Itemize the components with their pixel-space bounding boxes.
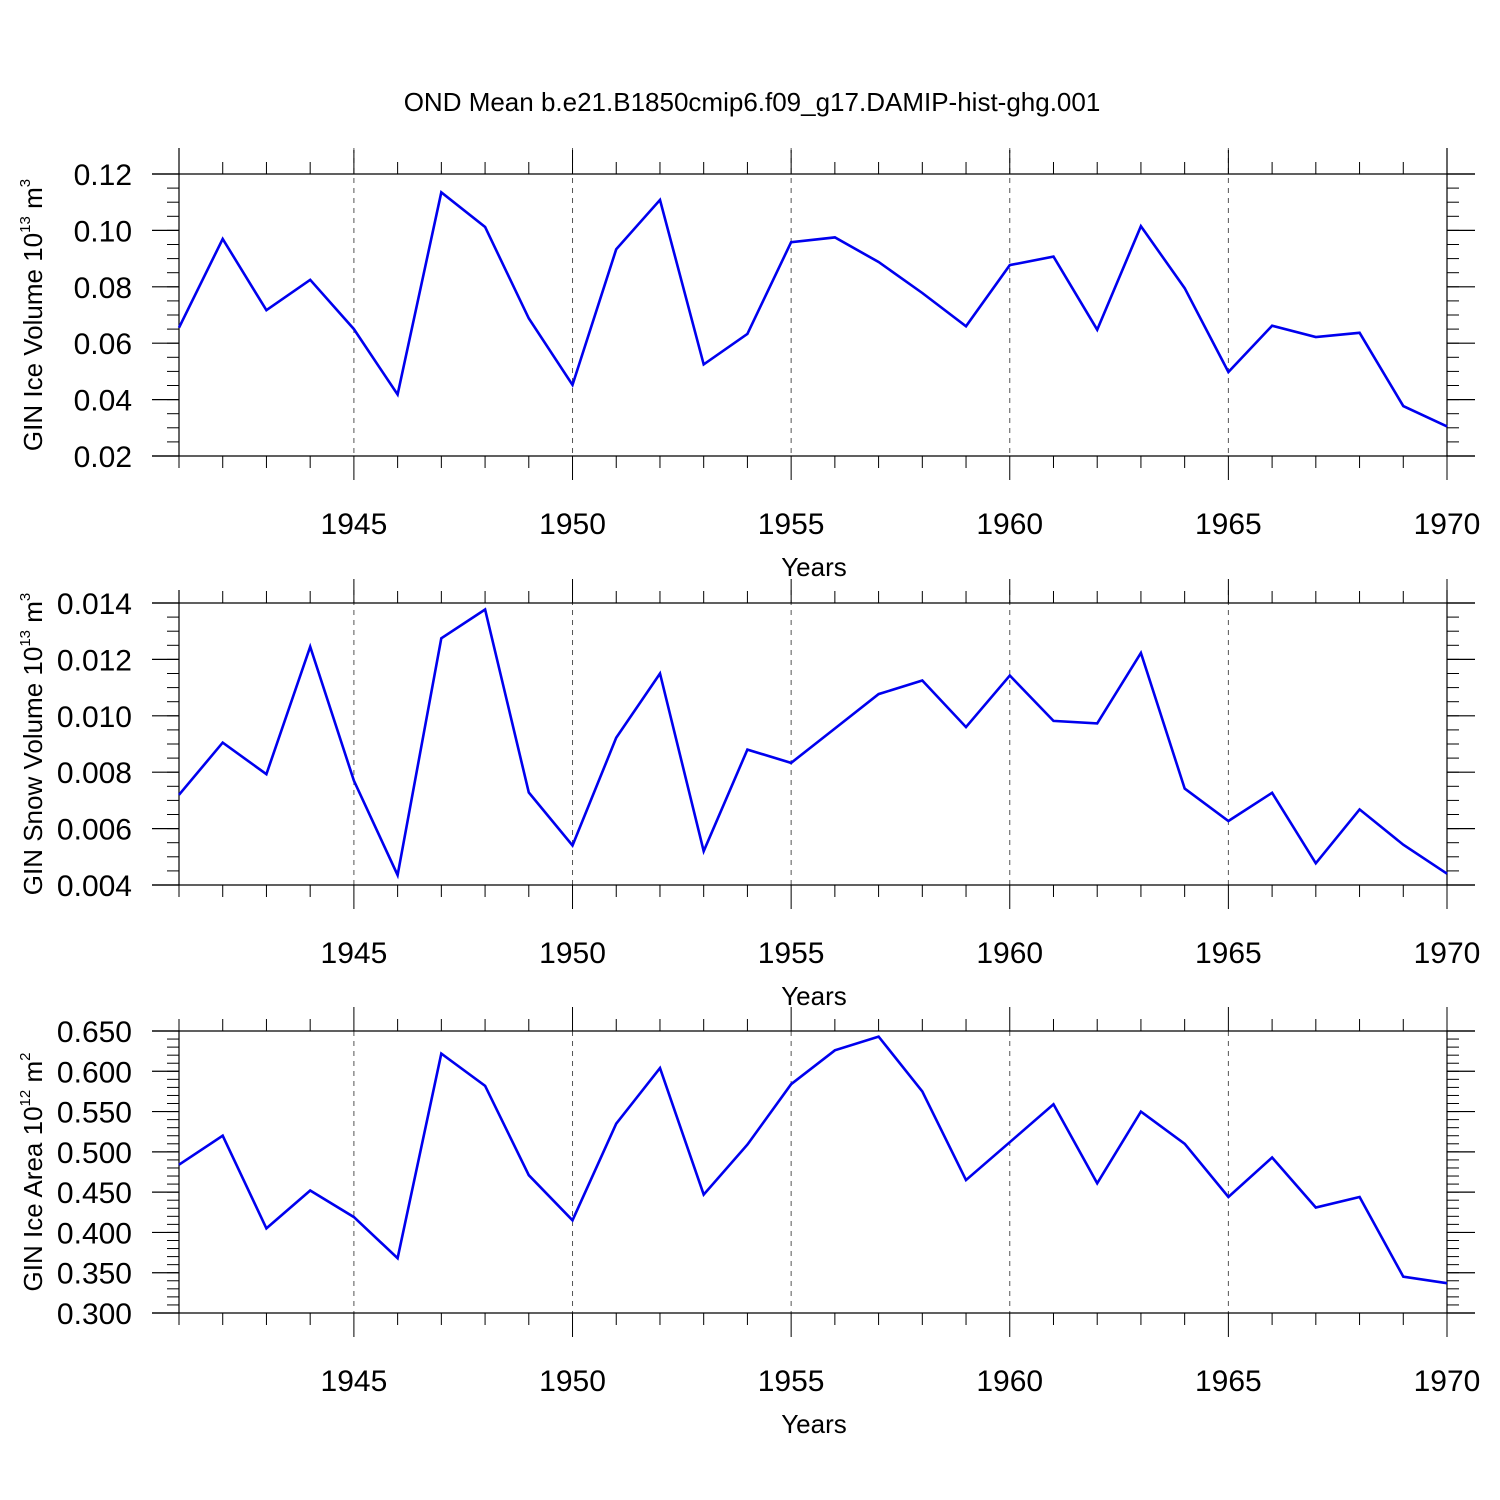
y-tick-label: 0.04 [74,385,132,418]
x-tick-label: 1965 [1195,937,1262,970]
x-tick-label: 1955 [758,508,825,541]
y-axis-title-exponent: 12 [17,1090,34,1107]
y-axis-title-exponent: 3 [17,593,34,601]
x-tick-label: 1945 [321,937,388,970]
x-tick-label: 1950 [539,937,606,970]
y-axis-title-part: GIN Snow Volume 10 [18,647,48,896]
x-tick-label: 1945 [321,1365,388,1398]
y-axis-title: GIN Ice Area 1012 m2 [17,1053,48,1292]
y-tick-label: 0.006 [57,814,132,847]
series-line [177,189,1448,428]
y-tick-label: 0.650 [57,1016,132,1049]
y-axis-title: GIN Snow Volume 1013 m3 [17,593,48,896]
y-tick-label: 0.010 [57,701,132,734]
x-axis-title: Years [781,981,847,1011]
y-tick-label: 0.550 [57,1097,132,1130]
x-tick-label: 1970 [1414,508,1481,541]
x-tick-label: 1965 [1195,508,1262,541]
x-axis-title: Years [781,1409,847,1439]
x-tick-label: 1970 [1414,937,1481,970]
chart-panel-2: 1945 1950 1955 1960 1965 1970 0.004 0.006 0.008 0… [17,579,1480,1011]
y-tick-label: 0.350 [57,1258,132,1291]
y-tick-label: 0.600 [57,1056,132,1089]
y-tick-label: 0.012 [57,644,132,677]
x-tick-label: 1965 [1195,1365,1262,1398]
y-axis-title-exponent: 13 [17,216,34,233]
y-tick-label: 0.08 [74,272,132,305]
x-tick-label: 1950 [539,1365,606,1398]
y-tick-label: 0.450 [57,1177,132,1210]
x-tick-label: 1955 [758,1365,825,1398]
y-axis-title-exponent: 2 [17,1053,34,1061]
x-tick-label: 1960 [976,937,1043,970]
x-tick-label: 1945 [321,508,388,541]
x-axis-title: Years [781,552,847,582]
y-axis-title-exponent: 3 [17,179,34,187]
x-tick-label: 1970 [1414,1365,1481,1398]
y-tick-label: 0.10 [74,215,132,248]
series-line [178,1035,1448,1285]
x-tick-label: 1960 [976,1365,1043,1398]
y-axis-title: GIN Ice Volume 1013 m3 [17,179,48,451]
y-tick-label: 0.400 [57,1217,132,1250]
x-tick-label: 1955 [758,937,825,970]
y-axis-title-part: GIN Ice Volume 10 [18,233,48,451]
y-tick-label: 0.014 [57,588,132,621]
series-line [178,607,1448,880]
chart-panel-1: 1945 1950 1955 1960 1965 1970 0.02 0.04 0.06 0.08… [17,148,1480,582]
y-axis-title-part: m [18,601,48,630]
y-tick-label: 0.02 [74,441,132,474]
y-axis-title-part: m [18,187,48,216]
figure-title: OND Mean b.e21.B1850cmip6.f09_g17.DAMIP-… [404,87,1101,117]
y-tick-label: 0.500 [57,1137,132,1170]
y-tick-label: 0.300 [57,1298,132,1331]
y-tick-label: 0.008 [57,757,132,790]
x-tick-label: 1960 [976,508,1043,541]
chart-panel-3: 1945 1950 1955 1960 1965 1970 0.300 0.350 0.400 0… [17,1007,1480,1439]
x-tick-label: 1950 [539,508,606,541]
y-axis-title-part: GIN Ice Area 10 [18,1106,48,1291]
y-axis-title-exponent: 13 [17,630,34,647]
y-tick-label: 0.004 [57,870,132,903]
y-tick-label: 0.06 [74,328,132,361]
y-tick-label: 0.12 [74,159,132,192]
y-axis-title-part: m [18,1061,48,1090]
